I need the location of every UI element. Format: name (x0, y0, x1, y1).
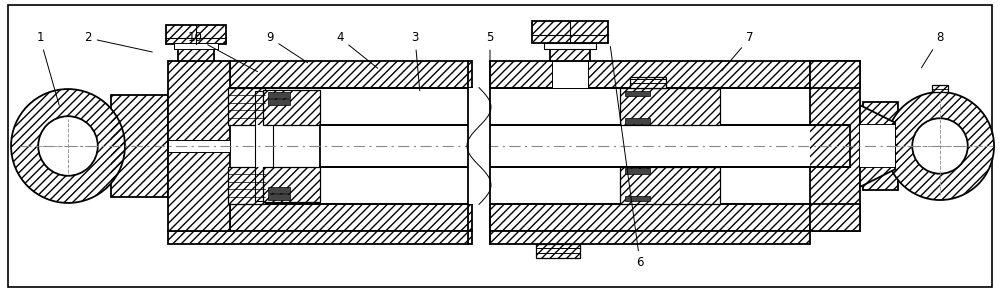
Bar (228, 88, 265, 125)
Bar (932, 85, 948, 92)
Bar (230, 61, 472, 88)
Bar (625, 196, 650, 201)
Bar (490, 204, 810, 231)
Ellipse shape (11, 89, 125, 203)
Bar (230, 204, 472, 231)
Bar (810, 61, 860, 88)
Bar (625, 91, 650, 96)
Bar (166, 25, 226, 44)
Text: 5: 5 (486, 32, 494, 67)
Bar (863, 102, 898, 190)
Text: 8: 8 (921, 32, 944, 68)
Bar (230, 204, 472, 231)
Bar (268, 99, 290, 105)
Bar (263, 90, 320, 125)
Bar (860, 125, 895, 167)
Bar (620, 88, 720, 125)
Polygon shape (860, 105, 895, 187)
Bar (550, 44, 590, 61)
Text: 4: 4 (336, 32, 378, 68)
Bar (810, 204, 860, 231)
Bar (468, 88, 490, 204)
Bar (268, 92, 290, 98)
Text: 7: 7 (722, 32, 754, 71)
Bar (228, 88, 265, 125)
Bar (174, 43, 218, 49)
Text: 2: 2 (84, 32, 152, 52)
Bar (625, 168, 650, 174)
Bar (168, 231, 472, 244)
Bar (166, 25, 226, 44)
Bar (932, 85, 948, 92)
Bar (550, 44, 590, 61)
Bar (532, 21, 608, 43)
Bar (810, 204, 860, 231)
Bar (490, 231, 810, 244)
Bar (536, 244, 580, 258)
Bar (268, 187, 290, 193)
Text: 9: 9 (266, 32, 308, 63)
Bar (620, 167, 720, 204)
Bar (620, 88, 720, 125)
Bar (630, 77, 666, 88)
Bar (168, 61, 230, 231)
Bar (320, 125, 850, 167)
Bar (178, 44, 214, 61)
Bar (625, 118, 650, 124)
Bar (263, 90, 320, 125)
Text: 1: 1 (36, 32, 59, 105)
Bar (168, 140, 230, 152)
Bar (268, 194, 290, 200)
Bar (810, 61, 860, 88)
Bar (263, 167, 320, 202)
Bar (552, 61, 588, 88)
Bar (111, 95, 168, 197)
Bar (630, 77, 666, 88)
Bar (532, 21, 608, 43)
Bar (263, 167, 320, 202)
Bar (168, 61, 230, 231)
Text: 10: 10 (188, 32, 258, 72)
Bar (490, 61, 810, 88)
Bar (168, 231, 472, 244)
Bar (863, 102, 898, 190)
Ellipse shape (912, 118, 968, 174)
Bar (490, 61, 810, 88)
Bar (810, 61, 860, 231)
Bar (228, 167, 265, 204)
Bar (228, 167, 265, 204)
Bar (544, 43, 596, 49)
Ellipse shape (886, 92, 994, 200)
Bar (620, 167, 720, 204)
Bar (490, 231, 810, 244)
Bar (536, 244, 580, 258)
Bar (178, 44, 214, 61)
Text: 3: 3 (411, 32, 420, 91)
Bar (255, 91, 273, 201)
Bar (810, 61, 860, 231)
Bar (490, 204, 810, 231)
Bar (111, 95, 168, 197)
Ellipse shape (38, 116, 98, 176)
Bar (230, 61, 472, 88)
Text: 6: 6 (610, 46, 644, 269)
